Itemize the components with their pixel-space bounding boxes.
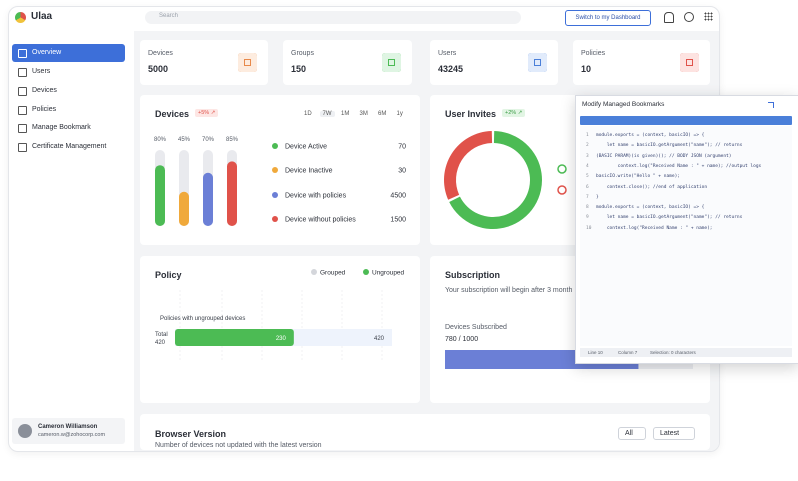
modal-title: Modify Managed Bookmarks [582, 101, 665, 108]
panel-title: Browser Version [155, 429, 227, 439]
filter-dropdown[interactable]: All [618, 427, 646, 440]
code-line: let name = basicIO.getArgument("name"); … [596, 143, 743, 149]
range-button[interactable]: 6M [378, 111, 387, 117]
line-number: 7 [586, 194, 589, 200]
status-item: Column 7 [618, 350, 638, 355]
brand: Ulaa [31, 11, 53, 22]
subscription-note: Your subscription will begin after 3 mon… [445, 287, 573, 294]
user-name: Cameron Williamson [38, 424, 98, 430]
toolbar [580, 116, 792, 125]
notification-icon[interactable] [664, 12, 674, 23]
code-line: context.close(); //end of application [596, 184, 708, 190]
search-placeholder: Search [159, 13, 179, 19]
code-area [580, 126, 792, 346]
trend-badge: +2% ↗ [502, 109, 526, 117]
nav-item[interactable]: Devices [32, 87, 57, 94]
stat-icon [382, 53, 401, 72]
switch-dashboard-button[interactable]: Switch to my Dashboard [565, 10, 651, 26]
nav-icon [18, 49, 27, 58]
nav-icon [18, 68, 27, 77]
panel-title: Policy [155, 270, 182, 280]
nav-active-bg [12, 44, 125, 62]
logo [15, 12, 26, 23]
nav-icon [18, 124, 27, 133]
filter-dropdown[interactable]: Latest [653, 427, 695, 440]
trend-badge: +5% ↗ [195, 109, 219, 117]
code-line: context.log("Received Name : " + name); … [596, 163, 762, 169]
stat-icon [238, 53, 257, 72]
nav-icon [18, 143, 27, 152]
nav-icon [18, 87, 27, 96]
line-number: 10 [586, 225, 592, 231]
expand-icon[interactable] [768, 102, 774, 108]
range-button[interactable]: 7W [319, 111, 335, 117]
panel-title: User Invites [445, 109, 497, 119]
code-line: } [596, 194, 599, 200]
search-box[interactable] [145, 11, 521, 24]
panel-title: Devices [155, 109, 190, 119]
status-item: Line 10 [588, 350, 603, 355]
panel-subtitle: Number of devices not updated with the l… [155, 442, 322, 449]
bookmarks-modal: Modify Managed Bookmarks 1 module.exports … [575, 95, 798, 364]
devices-subscribed-value: 780 / 1000 [445, 336, 479, 343]
code-line: let name = basicIO.getArgument("name"); … [596, 215, 743, 221]
browser-version-panel [140, 414, 710, 450]
stat-icon [680, 53, 699, 72]
status-item: Selection: 0 characters [650, 350, 696, 355]
stat-value: 5000 [148, 64, 169, 74]
range-button[interactable]: 3M [359, 111, 368, 117]
nav-item[interactable]: Users [32, 68, 51, 75]
range-button[interactable]: 1M [341, 111, 350, 117]
stat-icon [528, 53, 547, 72]
line-number: 5 [586, 174, 589, 180]
stat-value: 150 [291, 64, 307, 74]
user-email: cameron.w@zohocorp.com [38, 432, 106, 438]
code-line: context.log("Received Name : " + name); [596, 225, 713, 231]
panel-title: Subscription [445, 270, 501, 280]
stat-label: Policies [581, 50, 606, 57]
nav-item[interactable]: Policies [32, 106, 57, 113]
stat-label: Devices [148, 50, 173, 57]
stat-label: Groups [291, 50, 314, 57]
nav-item[interactable]: Certificate Management [32, 143, 107, 150]
stat-value: 10 [581, 64, 592, 74]
line-number: 4 [586, 163, 589, 169]
line-number: 2 [586, 143, 589, 149]
nav-icon [18, 106, 27, 115]
line-number: 6 [586, 184, 589, 190]
code-line: basicIO.write("Hello " + name); [596, 174, 680, 180]
nav-item[interactable]: Manage Bookmark [32, 124, 91, 131]
avatar [18, 424, 32, 438]
devices-subscribed-label: Devices Subscribed [445, 324, 507, 331]
stat-value: 43245 [438, 64, 464, 74]
code-line: (BASIC PARAM)(is given)(); // BODY JSON … [596, 153, 732, 159]
line-number: 8 [586, 205, 589, 211]
line-number: 1 [586, 133, 589, 138]
range-button[interactable]: 1D [304, 111, 312, 117]
range-button[interactable]: 1y [396, 111, 403, 117]
policy-panel [140, 256, 420, 403]
apps-icon[interactable] [704, 12, 713, 21]
nav-item[interactable]: Overview [32, 49, 62, 56]
line-number: 3 [586, 153, 589, 159]
code-line: module.exports = (context, basicIO) => { [596, 205, 705, 211]
stat-label: Users [438, 50, 457, 57]
line-number: 9 [586, 215, 589, 221]
help-icon[interactable] [684, 12, 694, 22]
code-line: module.exports = (context, basicIO) => { [596, 133, 705, 138]
